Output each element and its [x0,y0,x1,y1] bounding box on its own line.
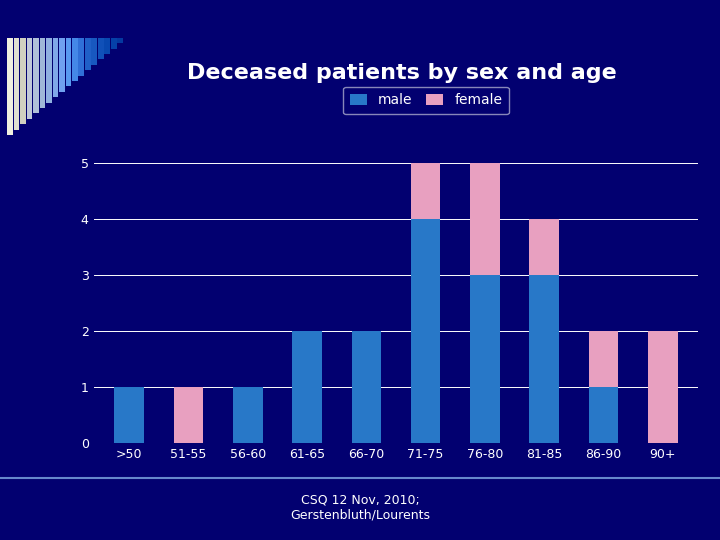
Bar [470,275,500,443]
Legend: male, female: male, female [343,86,509,114]
Bar [529,219,559,275]
Bar [351,331,381,443]
Bar [529,275,559,443]
Bar [589,331,618,387]
Bar [174,387,203,443]
Bar [411,219,441,443]
Bar [292,331,322,443]
Bar [233,387,263,443]
Bar [114,387,144,443]
Bar [589,387,618,443]
Bar [470,163,500,275]
Text: CSQ 12 Nov, 2010;
Gerstenbluth/Lourents: CSQ 12 Nov, 2010; Gerstenbluth/Lourents [290,494,430,522]
Bar [648,331,678,443]
Bar [411,163,441,219]
Text: Deceased patients by sex and age: Deceased patients by sex and age [187,63,617,83]
